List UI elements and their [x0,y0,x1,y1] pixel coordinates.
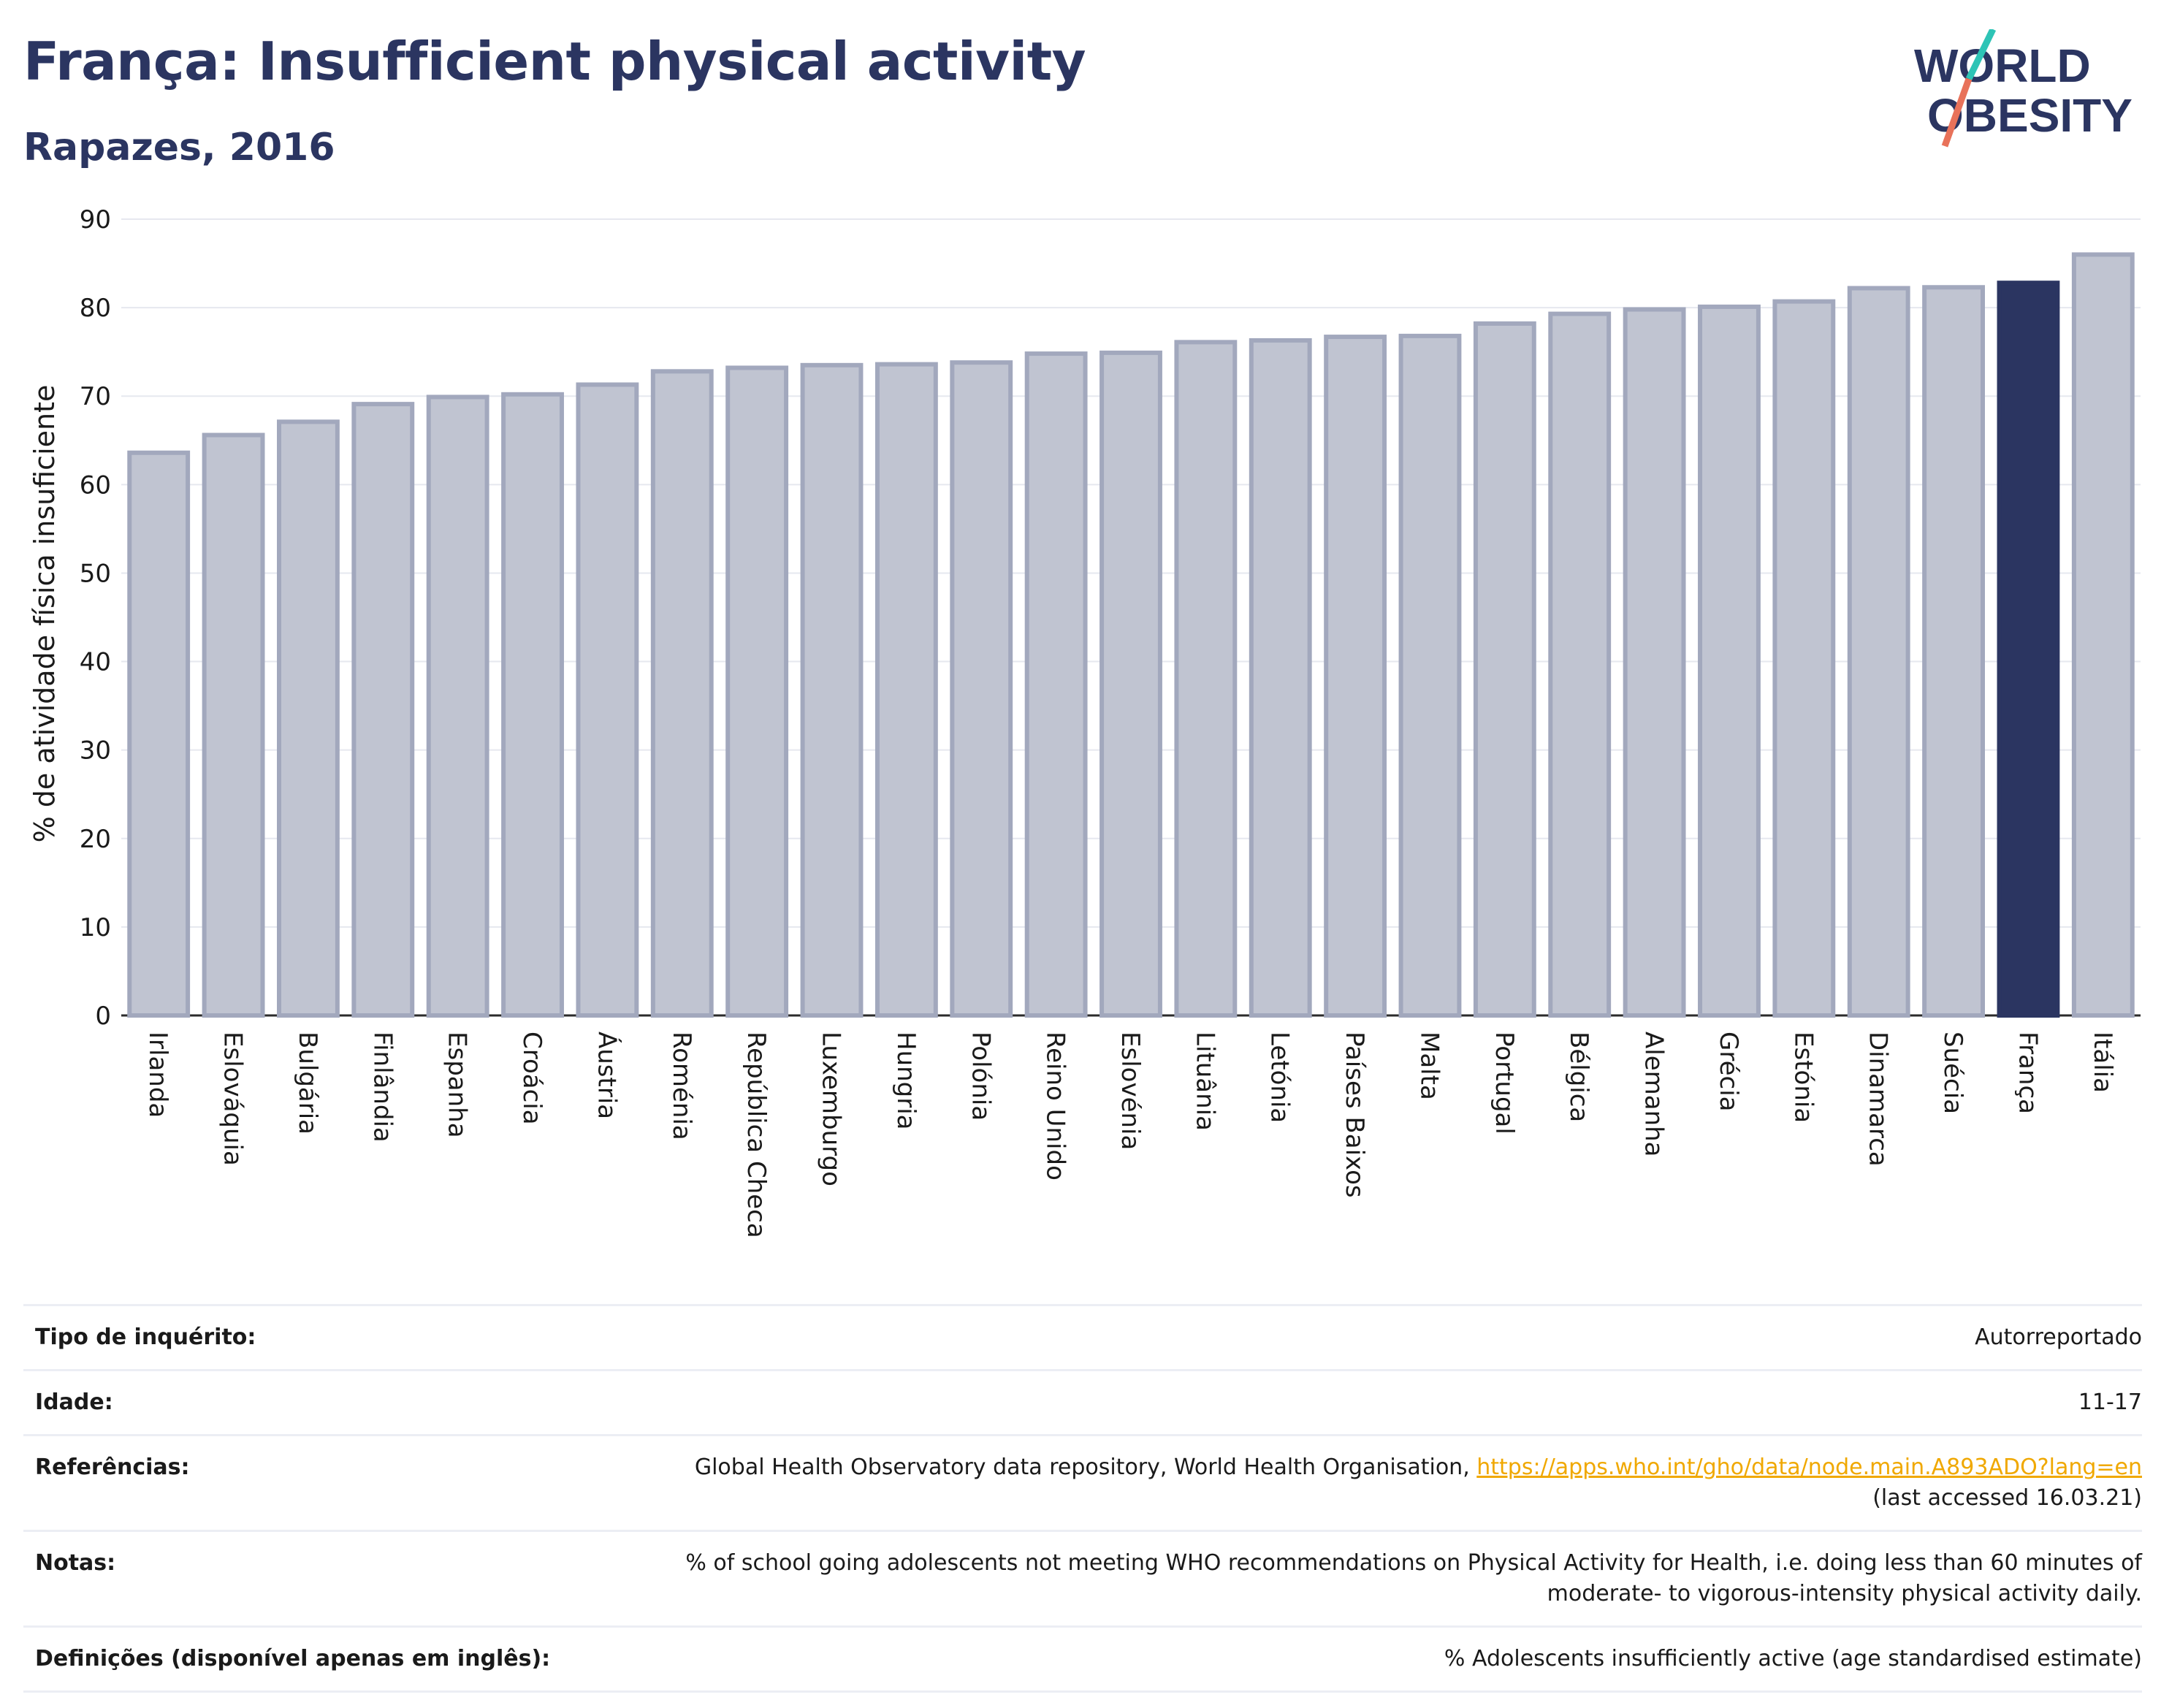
info-key: Notas: [23,1530,590,1627]
bar [1772,299,1836,1018]
reference-text: Global Health Observatory data repositor… [694,1455,1477,1480]
bar [501,392,564,1018]
bar [202,432,265,1018]
logo-slash-teal [1965,29,1997,80]
y-tick-label: 40 [80,648,111,677]
info-table: Tipo de inquérito: Autorreportado Idade:… [23,1304,2142,1693]
logo-line1: WORLD [1914,39,2091,92]
bar-chart: 0 10 20 30 40 50 60 70 80 90 Irlanda Eslováquia Bul… [28,205,2141,1238]
info-key: Idade: [23,1369,590,1436]
x-category-label: Portugal [1490,1032,1519,1135]
bar-highlight [1997,281,2060,1018]
x-category-label: Polónia [966,1032,995,1121]
info-row-age: Idade: 11-17 [23,1369,2142,1436]
y-tick-label: 60 [80,470,111,500]
bar [1099,350,1162,1018]
y-tick-label: 80 [80,294,111,323]
info-key: Tipo de inquérito: [23,1304,590,1370]
bar [950,360,1013,1018]
x-category-label: Grécia [1714,1032,1743,1111]
info-value: Autorreportado [590,1304,2142,1370]
y-tick-label: 0 [95,1002,111,1031]
x-category-label: Suécia [1938,1032,1967,1114]
bar [1174,340,1238,1018]
bar [351,402,415,1018]
bar [1548,311,1612,1018]
x-category-label: Reino Unido [1041,1032,1070,1181]
y-tick-label: 30 [80,736,111,766]
info-key: Referências: [23,1434,590,1531]
x-category-label: Hungria [891,1032,921,1130]
x-category-label: Roménia [667,1032,696,1140]
x-category-label: Dinamarca [1864,1032,1893,1167]
y-tick-labels: 0 10 20 30 40 50 60 70 80 90 [80,205,111,1031]
bar [426,394,489,1018]
bar [127,450,191,1018]
x-category-label: França [2013,1032,2042,1114]
x-category-label: República Checa [742,1032,771,1238]
info-row-survey: Tipo de inquérito: Autorreportado [23,1304,2142,1370]
bar [1249,338,1312,1018]
bar [1398,333,1462,1018]
x-category-label: Finlândia [367,1032,397,1143]
bar [2071,252,2135,1018]
y-tick-label: 90 [80,205,111,235]
x-category-label: Alemanha [1639,1032,1669,1157]
bar [1922,285,1985,1018]
notes-line1: % of school going adolescents not meetin… [685,1550,2142,1576]
chart-title: França: Insufficient physical activity [23,31,1086,92]
x-category-label: Irlanda [143,1032,172,1118]
info-row-definitions: Definições (disponível apenas em inglês)… [23,1625,2142,1693]
x-category-label: Malta [1414,1032,1444,1100]
x-category-label: Lituânia [1190,1032,1219,1131]
info-value: 11-17 [590,1369,2142,1436]
bar [1473,321,1536,1018]
x-category-label: Bélgica [1564,1032,1593,1122]
logo-slash-coral [1941,77,1973,148]
info-row-references: Referências: Global Health Observatory d… [23,1434,2142,1531]
bar [277,419,340,1018]
y-tick-label: 20 [80,825,111,854]
x-category-label: Itália [2088,1032,2117,1093]
bar [800,362,864,1018]
bars [127,252,2135,1018]
bar [650,369,714,1018]
bar [1024,351,1088,1018]
reference-link[interactable]: https://apps.who.int/gho/data/node.main.… [1476,1455,2142,1480]
world-obesity-logo: WORLD OBESITY [1914,29,2133,148]
bar [1698,304,1761,1018]
bar [576,382,639,1018]
x-category-label: Eslováquia [218,1032,248,1166]
x-category-label: Espanha [443,1032,472,1138]
info-row-notes: Notas: % of school going adolescents not… [23,1530,2142,1627]
x-category-label: Países Baixos [1340,1032,1369,1198]
bar [1623,307,1686,1018]
y-tick-label: 50 [80,559,111,588]
y-tick-label: 10 [80,913,111,942]
y-axis-title: % de atividade física insuficiente [28,385,61,843]
x-category-label: Áustria [592,1032,622,1119]
x-category-labels: Irlanda Eslováquia Bulgária Finlândia Espanh… [143,1032,2117,1238]
bar [874,362,938,1018]
x-category-label: Bulgária [293,1032,322,1135]
y-tick-label: 70 [80,382,111,411]
x-category-label: Croácia [517,1032,546,1125]
reference-accessed: (last accessed 16.03.21) [1872,1485,2142,1511]
bar [1324,335,1387,1018]
x-category-label: Luxemburgo [817,1032,846,1186]
info-key: Definições (disponível apenas em inglês)… [23,1625,590,1693]
chart-subtitle: Rapazes, 2016 [23,126,335,169]
bar [1847,286,1910,1018]
notes-line2: moderate- to vigorous-intensity physical… [1547,1581,2142,1606]
x-category-label: Estónia [1788,1032,1818,1123]
x-category-label: Eslovénia [1116,1032,1145,1150]
x-category-label: Letónia [1265,1032,1295,1123]
info-value: % Adolescents insufficiently active (age… [590,1625,2142,1693]
bar [725,365,789,1018]
